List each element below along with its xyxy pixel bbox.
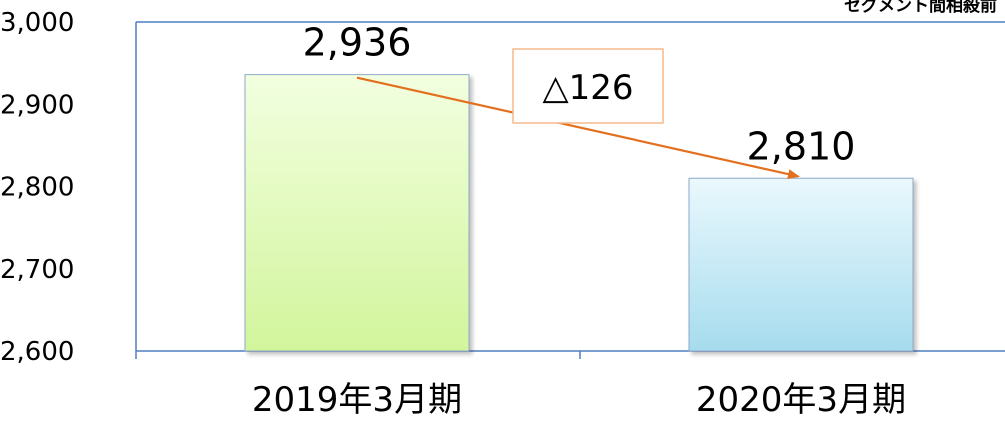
- delta-annotation-box: [512, 48, 664, 124]
- bar-2020: [688, 177, 914, 352]
- y-tick-label: 2,800: [0, 173, 74, 203]
- data-label-2020: 2,810: [747, 124, 856, 168]
- y-tick-label: 3,000: [0, 8, 74, 38]
- category-label-2019: 2019年3月期: [252, 380, 462, 420]
- data-label-2019: 2,936: [303, 21, 412, 65]
- chart-note: セグメント間相殺前: [844, 0, 997, 16]
- delta-annotation-text: △126: [542, 68, 633, 108]
- bar-2019: [244, 74, 470, 352]
- y-tick-label: 2,700: [0, 255, 74, 285]
- y-tick-label: 2,600: [0, 337, 74, 367]
- y-axis-ticks: 2,600 2,700 2,800 2,900 3,000: [0, 8, 74, 367]
- category-label-2020: 2020年3月期: [696, 380, 906, 420]
- change-arrow: [356, 76, 800, 179]
- y-tick-label: 2,900: [0, 90, 74, 120]
